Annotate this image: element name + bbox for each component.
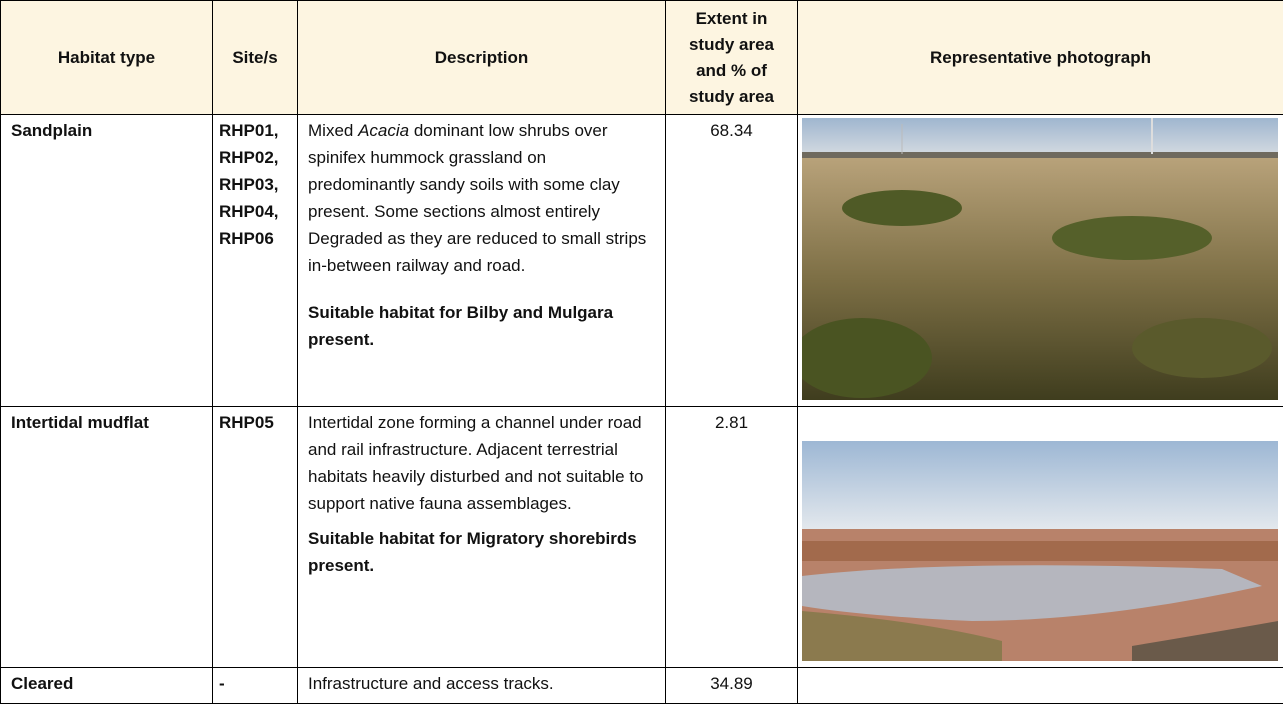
photo-cell xyxy=(798,115,1283,407)
note: Suitable habitat for Bilby and Mulgara p… xyxy=(308,299,655,353)
site: RHP05 xyxy=(219,409,291,436)
header-row: Habitat type Site/s Description Extent i… xyxy=(1,1,1283,115)
description-text: Mixed Acacia dominant low shrubs over sp… xyxy=(308,117,655,279)
habitat: Cleared xyxy=(1,668,213,704)
habitat: Intertidal mudflat xyxy=(1,407,213,668)
header-line: study area xyxy=(670,84,793,110)
sites: RHP01, RHP02, RHP03, RHP04, RHP06 xyxy=(213,115,298,407)
extent: 2.81 xyxy=(666,407,798,668)
photo-cell xyxy=(798,668,1283,704)
sites: RHP05 xyxy=(213,407,298,668)
sites: - xyxy=(213,668,298,704)
habitat: Sandplain xyxy=(1,115,213,407)
description: Mixed Acacia dominant low shrubs over sp… xyxy=(298,115,666,407)
description-text: Intertidal zone forming a channel under … xyxy=(308,409,655,517)
photo xyxy=(802,118,1278,400)
text: dominant low shrubs over spinifex hummoc… xyxy=(308,121,646,275)
site: RHP06 xyxy=(219,225,291,252)
page: {"table": { "headers": ["Habitat type", … xyxy=(0,0,1283,704)
site: RHP03, xyxy=(219,171,291,198)
header-cell: Site/s xyxy=(213,1,298,115)
row: Sandplain RHP01, RHP02, RHP03, RHP04, RH… xyxy=(1,115,1283,407)
photo-cell xyxy=(798,407,1283,668)
extent: 68.34 xyxy=(666,115,798,407)
site: RHP01, xyxy=(219,117,291,144)
habitat-table: Habitat type Site/s Description Extent i… xyxy=(0,0,1283,704)
photo xyxy=(802,441,1278,661)
description-text: Infrastructure and access tracks. xyxy=(308,670,655,697)
description: Infrastructure and access tracks. xyxy=(298,668,666,704)
header-cell: Description xyxy=(298,1,666,115)
site: RHP02, xyxy=(219,144,291,171)
italic-text: Acacia xyxy=(358,121,409,140)
header-cell: Habitat type xyxy=(1,1,213,115)
description: Intertidal zone forming a channel under … xyxy=(298,407,666,668)
header-line: study area xyxy=(670,32,793,58)
note: Suitable habitat for Migratory shorebird… xyxy=(308,525,655,579)
row: Intertidal mudflat RHP05 Intertidal zone… xyxy=(1,407,1283,668)
site: - xyxy=(219,670,291,697)
extent: 34.89 xyxy=(666,668,798,704)
header-line: and % of xyxy=(670,58,793,84)
header-cell: Extent in study area and % of study area xyxy=(666,1,798,115)
site: RHP04, xyxy=(219,198,291,225)
header-cell: Representative photograph xyxy=(798,1,1283,115)
row: Cleared - Infrastructure and access trac… xyxy=(1,668,1283,704)
header-line: Extent in xyxy=(670,6,793,32)
text: Mixed xyxy=(308,121,358,140)
